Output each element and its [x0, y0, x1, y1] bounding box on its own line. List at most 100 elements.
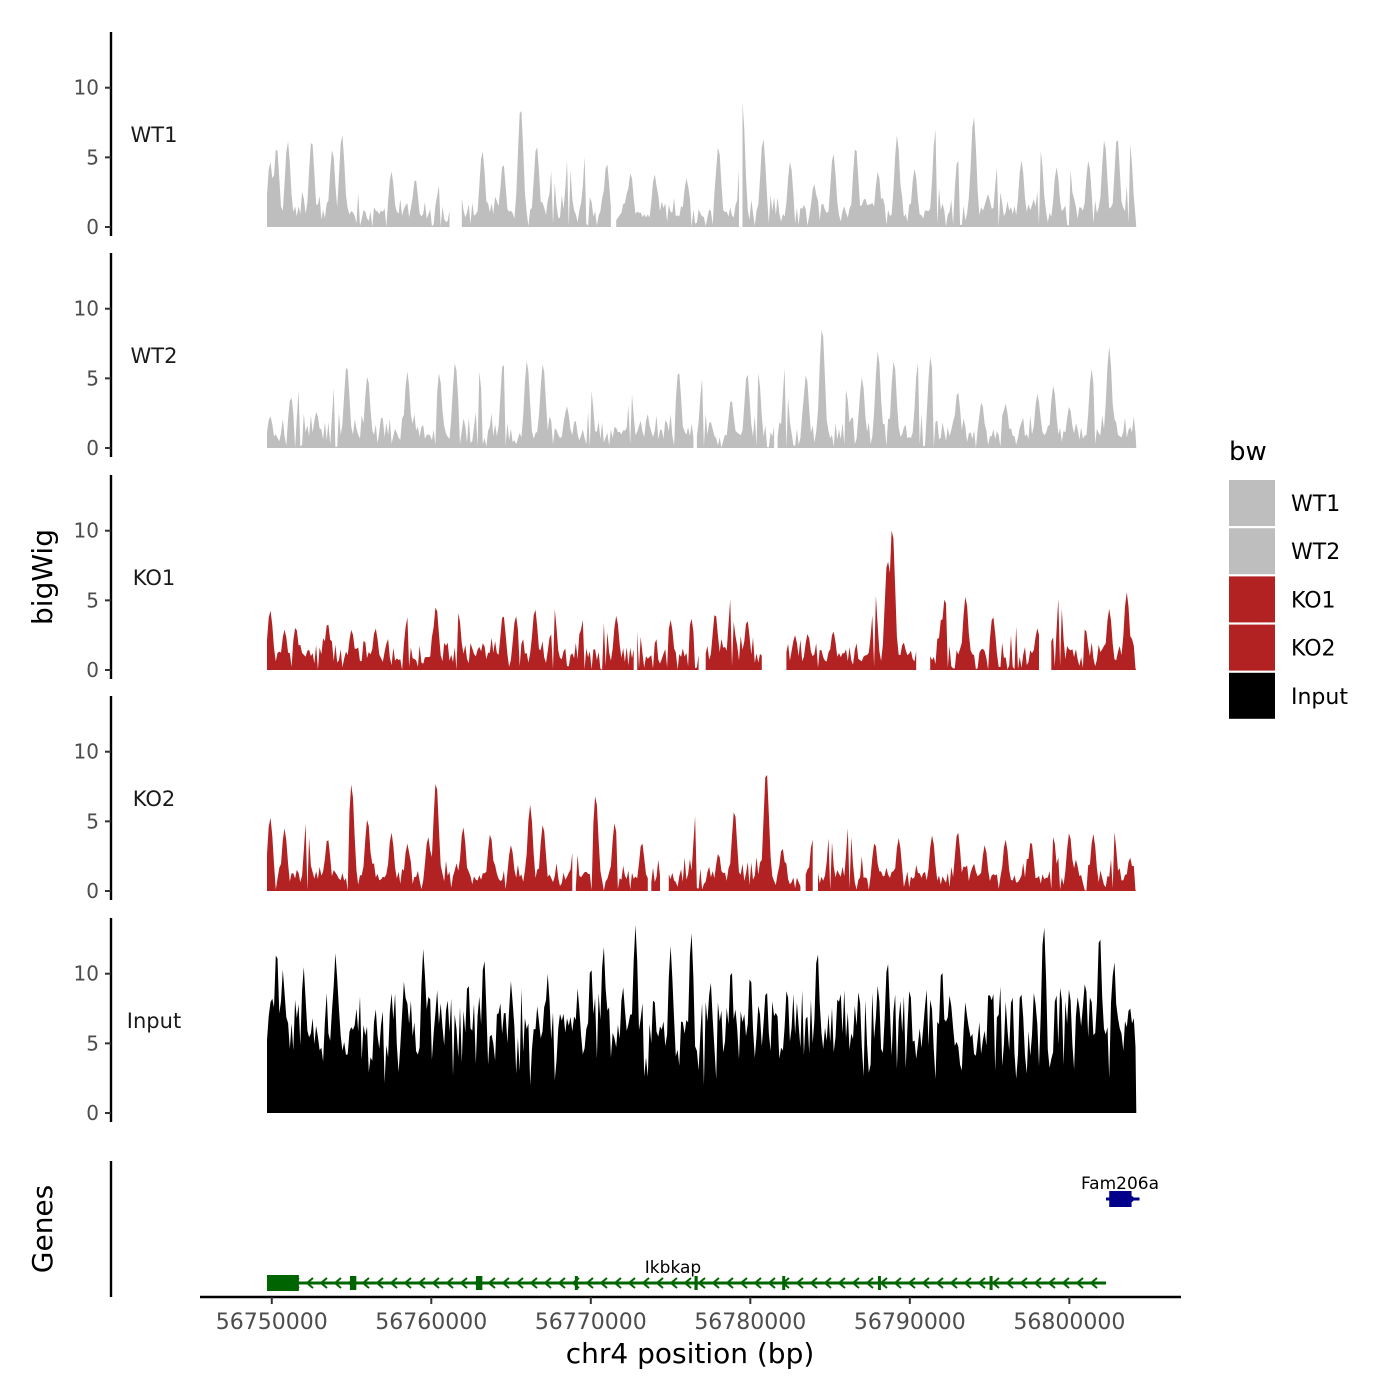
gene-fam206a: Fam206a	[1081, 1174, 1159, 1207]
y-tick-label: 10	[74, 519, 99, 543]
exon	[574, 1276, 578, 1290]
legend-item-ko2: KO2	[1229, 624, 1336, 671]
strand-arrow	[697, 1277, 706, 1289]
strand-arrow	[1089, 1277, 1098, 1289]
legend-item-input: Input	[1229, 672, 1348, 719]
x-axis-title: chr4 position (bp)	[566, 1337, 815, 1370]
coverage-area-ko1	[267, 530, 1137, 670]
strand-arrow	[389, 1277, 398, 1289]
strand-arrow	[403, 1277, 412, 1289]
strand-arrow	[641, 1277, 650, 1289]
y-tick-label: 5	[86, 1031, 99, 1055]
gene-track: Ikbkap Fam206a	[109, 1161, 1159, 1297]
genes-axis-title: Genes	[26, 1185, 59, 1273]
strand-arrow	[333, 1277, 342, 1289]
signal-tracks: 0 5 10 WT1 0 5 10 WT2 0 5 10 KO1 0 5 10 KO2 0 5 10 Input	[74, 32, 1137, 1125]
strand-arrow	[305, 1277, 314, 1289]
track-ko1: 0 5 10 KO1	[74, 475, 1137, 682]
strand-arrow	[977, 1277, 986, 1289]
x-tick-label: 56760000	[375, 1310, 487, 1335]
strand-arrow	[529, 1277, 538, 1289]
track-label: KO1	[133, 566, 176, 590]
strand-arrow	[893, 1277, 902, 1289]
strand-arrow	[557, 1277, 566, 1289]
legend-item-wt1: WT1	[1229, 480, 1340, 526]
strand-arrow	[375, 1277, 384, 1289]
legend-item-wt2: WT2	[1229, 528, 1340, 575]
legend-label: Input	[1291, 685, 1348, 710]
exon	[475, 1276, 483, 1290]
strand-arrow	[1019, 1277, 1028, 1289]
track-input: 0 5 10 Input	[74, 918, 1137, 1125]
strand-arrow	[431, 1277, 440, 1289]
exon	[694, 1276, 698, 1290]
y-tick-label: 5	[86, 366, 99, 390]
x-tick-label: 56790000	[854, 1310, 966, 1335]
strand-arrow	[739, 1277, 748, 1289]
strand-arrow	[627, 1277, 636, 1289]
exon	[266, 1275, 299, 1291]
track-label: Input	[127, 1009, 181, 1033]
x-tick-label: 56780000	[694, 1310, 806, 1335]
strand-arrow	[1061, 1277, 1070, 1289]
y-tick-label: 5	[86, 145, 99, 169]
strand-arrow	[543, 1277, 552, 1289]
strand-arrow	[921, 1277, 930, 1289]
strand-arrow	[683, 1277, 692, 1289]
y-tick-label: 10	[74, 962, 99, 986]
exon	[782, 1276, 786, 1290]
y-tick-label: 0	[86, 658, 99, 682]
gene-ikbkap: Ikbkap	[266, 1258, 1107, 1291]
strand-arrow	[809, 1277, 818, 1289]
strand-arrow	[767, 1277, 776, 1289]
track-label: WT1	[131, 123, 178, 147]
strand-arrow	[851, 1277, 860, 1289]
strand-arrow	[417, 1277, 426, 1289]
strand-arrow	[1075, 1277, 1084, 1289]
strand-arrow	[907, 1277, 916, 1289]
legend-swatch	[1229, 528, 1275, 575]
y-tick-label: 5	[86, 588, 99, 612]
strand-arrow	[515, 1277, 524, 1289]
coverage-area-wt1	[267, 101, 1137, 227]
y-tick-label: 0	[86, 215, 99, 239]
x-tick-label: 56750000	[216, 1310, 328, 1335]
exon	[1109, 1191, 1132, 1207]
x-tick-label: 56800000	[1013, 1310, 1125, 1335]
y-axis-title: bigWig	[26, 529, 59, 625]
y-tick-label: 0	[86, 436, 99, 460]
legend-swatch	[1229, 576, 1275, 623]
strand-arrow	[319, 1277, 328, 1289]
exon	[877, 1276, 881, 1290]
legend-label: WT1	[1291, 492, 1340, 517]
y-tick-label: 10	[74, 76, 99, 100]
track-wt2: 0 5 10 WT2	[74, 253, 1137, 460]
strand-arrow	[711, 1277, 720, 1289]
track-label: KO2	[133, 787, 176, 811]
strand-arrow	[599, 1277, 608, 1289]
y-tick-label: 5	[86, 809, 99, 833]
legend-label: KO2	[1291, 637, 1336, 662]
strand-arrow	[1005, 1277, 1014, 1289]
strand-arrow	[837, 1277, 846, 1289]
legend-title: bw	[1229, 437, 1267, 467]
strand-arrow	[459, 1277, 468, 1289]
legend-label: WT2	[1291, 540, 1340, 565]
x-axis: 56750000 56760000 56770000 56780000 56790000…	[200, 1295, 1181, 1335]
strand-arrow	[795, 1277, 804, 1289]
strand-arrow	[865, 1277, 874, 1289]
coverage-area-wt2	[267, 330, 1137, 448]
strand-arrow	[1033, 1277, 1042, 1289]
exon	[989, 1276, 993, 1290]
legend-swatch	[1229, 672, 1275, 719]
legend-swatch	[1229, 480, 1275, 526]
track-wt1: 0 5 10 WT1	[74, 32, 1137, 239]
strand-arrow	[487, 1277, 496, 1289]
strand-arrow	[949, 1277, 958, 1289]
strand-arrow	[1047, 1277, 1056, 1289]
legend-item-ko1: KO1	[1229, 576, 1336, 623]
coverage-area-input	[267, 925, 1137, 1113]
strand-arrow	[613, 1277, 622, 1289]
y-tick-label: 0	[86, 1101, 99, 1125]
